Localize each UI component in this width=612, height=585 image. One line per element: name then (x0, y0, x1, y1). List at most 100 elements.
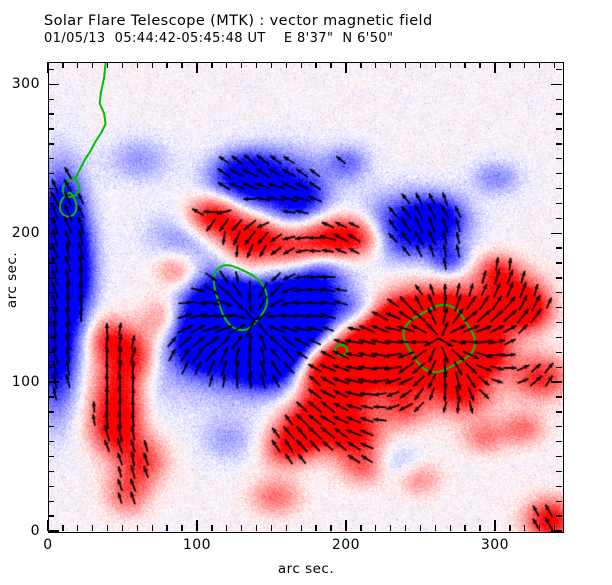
y-minor-tick-right (556, 485, 562, 488)
x-minor-tick-top (240, 62, 243, 68)
x-minor-tick-top (166, 62, 168, 68)
x-tick-label: 0 (43, 537, 53, 553)
x-minor-tick (449, 525, 451, 531)
x-major-tick-top (345, 62, 347, 73)
y-minor-tick-right (556, 351, 562, 354)
x-minor-tick-top (255, 62, 258, 68)
y-minor-tick-right (556, 396, 562, 398)
x-minor-tick (300, 525, 302, 531)
plot-area[interactable] (48, 62, 564, 533)
y-minor-tick (48, 217, 54, 220)
x-minor-tick-top (315, 62, 317, 68)
x-minor-tick (464, 525, 466, 531)
x-minor-tick (226, 525, 228, 531)
x-minor-tick-top (404, 62, 407, 68)
y-minor-tick-right (556, 515, 562, 517)
y-major-tick-right (551, 381, 562, 383)
y-minor-tick (48, 500, 54, 502)
y-minor-tick-right (556, 98, 562, 100)
x-minor-tick-top (524, 62, 526, 68)
y-minor-tick (48, 455, 54, 458)
y-minor-tick (48, 351, 54, 354)
figure-title: Solar Flare Telescope (MTK) : vector mag… (44, 13, 433, 29)
x-minor-tick (434, 525, 437, 531)
y-minor-tick (48, 515, 54, 517)
y-minor-tick (48, 187, 54, 190)
y-minor-tick (48, 113, 54, 115)
x-minor-tick (270, 525, 273, 531)
y-minor-tick-right (556, 277, 562, 279)
x-minor-tick-top (509, 62, 511, 68)
y-minor-tick (48, 277, 54, 279)
y-minor-tick (48, 426, 54, 428)
x-minor-tick (77, 525, 79, 531)
x-tick-label: 100 (182, 537, 212, 553)
y-tick-label: 300 (11, 76, 40, 93)
y-minor-tick (48, 262, 54, 264)
y-minor-tick-right (556, 411, 562, 413)
x-minor-tick-top (91, 62, 94, 68)
y-minor-tick (48, 98, 54, 100)
y-minor-tick-right (556, 426, 562, 428)
x-minor-tick-top (538, 62, 541, 68)
x-major-tick (345, 520, 347, 531)
y-minor-tick-right (556, 455, 562, 458)
y-minor-tick-right (556, 262, 562, 264)
y-minor-tick-right (556, 321, 562, 324)
x-minor-tick (538, 525, 541, 531)
y-minor-tick-right (556, 68, 562, 71)
y-minor-tick (48, 172, 54, 175)
x-minor-tick-top (449, 62, 451, 68)
vector-arrow-overlay (49, 63, 563, 532)
figure-title-block: Solar Flare Telescope (MTK) : vector mag… (44, 13, 584, 47)
x-minor-tick-top (434, 62, 437, 68)
y-minor-tick (48, 336, 54, 339)
y-tick-label: 200 (11, 225, 40, 242)
y-minor-tick-right (556, 470, 562, 473)
y-minor-tick-right (556, 113, 562, 115)
y-tick-label: 0 (30, 523, 40, 539)
y-axis-title: arc sec. (4, 251, 20, 309)
y-minor-tick (48, 366, 54, 368)
x-minor-tick-top (211, 62, 213, 68)
y-minor-tick (48, 470, 54, 473)
y-minor-tick (48, 158, 54, 160)
y-major-tick (48, 530, 59, 532)
y-major-tick (48, 83, 59, 86)
y-major-tick-right (551, 232, 562, 234)
y-minor-tick-right (556, 128, 562, 130)
x-minor-tick-top (419, 62, 422, 68)
y-minor-tick (48, 321, 54, 324)
y-major-tick-right (551, 530, 562, 532)
y-minor-tick (48, 306, 54, 309)
y-minor-tick (48, 396, 54, 398)
x-major-tick-top (494, 62, 496, 73)
y-minor-tick-right (556, 306, 562, 309)
x-major-tick (47, 520, 49, 531)
y-minor-tick-right (556, 172, 562, 175)
x-major-tick (196, 520, 198, 531)
x-minor-tick-top (62, 62, 64, 68)
y-minor-tick-right (556, 217, 562, 220)
y-minor-tick (48, 143, 54, 145)
x-minor-tick-top (479, 62, 481, 68)
y-minor-tick (48, 202, 54, 205)
x-minor-tick (255, 525, 258, 531)
y-minor-tick (48, 485, 54, 488)
x-minor-tick (181, 525, 183, 531)
x-minor-tick (62, 525, 64, 531)
x-minor-tick (375, 525, 377, 531)
y-major-tick-right (551, 83, 562, 86)
x-minor-tick (404, 525, 407, 531)
x-minor-tick (419, 525, 422, 531)
x-minor-tick-top (389, 62, 392, 68)
x-minor-tick-top (226, 62, 228, 68)
x-major-tick-top (196, 62, 198, 73)
x-minor-tick (509, 525, 511, 531)
y-major-tick (48, 232, 59, 234)
y-minor-tick-right (556, 440, 562, 443)
y-minor-tick-right (556, 336, 562, 339)
x-tick-label: 200 (331, 537, 361, 553)
x-minor-tick (121, 525, 124, 531)
y-minor-tick-right (556, 143, 562, 145)
